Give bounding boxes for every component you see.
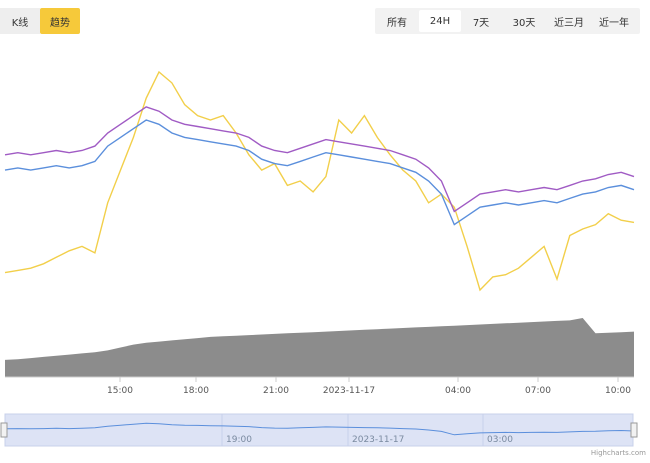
x-tick-label: 07:00 — [525, 386, 551, 396]
volume-area — [5, 318, 634, 377]
x-tick-label: 15:00 — [107, 386, 133, 396]
x-tick-label: 18:00 — [183, 386, 209, 396]
range-tab-24h[interactable]: 24H — [419, 10, 461, 32]
navigator-series — [4, 422, 635, 436]
range-selector: 所有 24H 7天 30天 近三月 近一年 — [375, 8, 640, 34]
x-tick-label: 21:00 — [263, 386, 289, 396]
navigator-tick-label: 2023-11-17 — [352, 435, 404, 445]
navigator-tick-label: 03:00 — [487, 435, 513, 445]
trend-tab[interactable]: 趋势 — [40, 8, 80, 34]
x-tick-label: 04:00 — [445, 386, 471, 396]
blue-series-line — [4, 119, 635, 226]
kline-tab[interactable]: K线 — [0, 8, 40, 34]
highcharts-credit[interactable]: Highcharts.com — [591, 449, 646, 457]
yellow-series-line — [4, 70, 635, 292]
navigator-left-handle[interactable] — [0, 422, 8, 438]
price-lines — [4, 70, 635, 292]
navigator[interactable]: 19:00 2023-11-17 03:00 — [0, 413, 638, 447]
navigator-grid — [221, 414, 484, 446]
range-tab-all[interactable]: 所有 — [387, 17, 407, 29]
view-toggle: K线 趋势 — [0, 8, 80, 34]
navigator-ticks: 19:00 2023-11-17 03:00 — [226, 435, 513, 445]
purple-series-line — [4, 106, 635, 213]
x-tick-label: 10:00 — [605, 386, 631, 396]
x-axis-ticks: 15:00 18:00 21:00 2023-11-17 04:00 07:00 10:00 — [107, 377, 631, 396]
navigator-tick-label: 19:00 — [226, 435, 252, 445]
navigator-selection[interactable] — [4, 413, 634, 447]
range-tab-30d[interactable]: 30天 — [512, 17, 536, 29]
range-tab-3m[interactable]: 近三月 — [554, 17, 584, 29]
volume-series-area — [5, 318, 634, 377]
navigator-right-handle[interactable] — [630, 422, 638, 438]
range-tab-1y[interactable]: 近一年 — [599, 17, 629, 29]
navigator-series-line — [4, 422, 635, 436]
range-tab-7d[interactable]: 7天 — [472, 17, 490, 29]
x-tick-label: 2023-11-17 — [323, 386, 375, 396]
